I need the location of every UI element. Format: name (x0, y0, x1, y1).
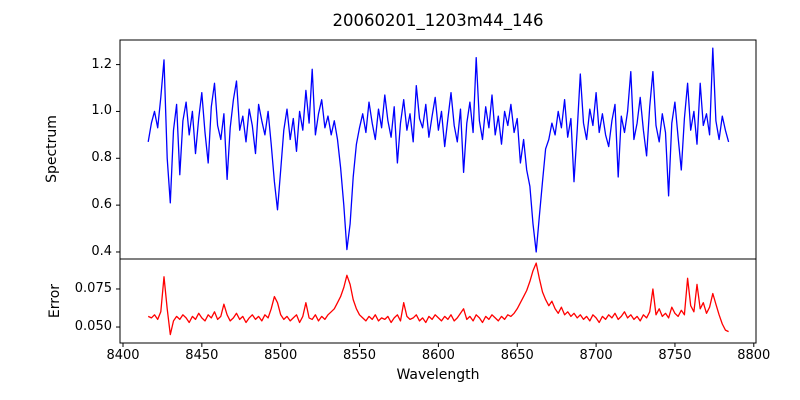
y-tick-label: 1.0 (91, 103, 112, 119)
y-tick-label: 0.050 (74, 319, 112, 335)
axes-box-error (119, 258, 757, 344)
y-tick-label: 0.8 (91, 150, 112, 166)
wavelength-axis-label: Wavelength (396, 367, 480, 383)
x-tick-label: 8800 (737, 348, 771, 363)
x-tick-label: 8700 (579, 348, 613, 363)
x-tick-label: 8500 (264, 348, 298, 363)
x-tick-label: 8750 (658, 348, 692, 363)
axes-box-spectrum (119, 39, 757, 260)
spectrum-line (147, 47, 730, 253)
x-tick-label: 8400 (106, 348, 140, 363)
y-tick-label: 0.6 (91, 197, 112, 213)
x-tick-label: 8600 (421, 348, 455, 363)
error-axis-label: Error (47, 283, 63, 319)
chart-title: 20060201_1203m44_146 (332, 11, 544, 30)
spectrum-axis-label: Spectrum (44, 115, 60, 183)
y-tick-label: 1.2 (91, 56, 112, 72)
x-tick-label: 8550 (342, 348, 377, 363)
y-tick-label: 0.4 (91, 243, 112, 259)
x-tick-label: 8650 (500, 348, 534, 363)
error-line (147, 262, 729, 336)
y-tick-label: 0.075 (74, 280, 112, 296)
x-tick-label: 8450 (185, 348, 219, 363)
